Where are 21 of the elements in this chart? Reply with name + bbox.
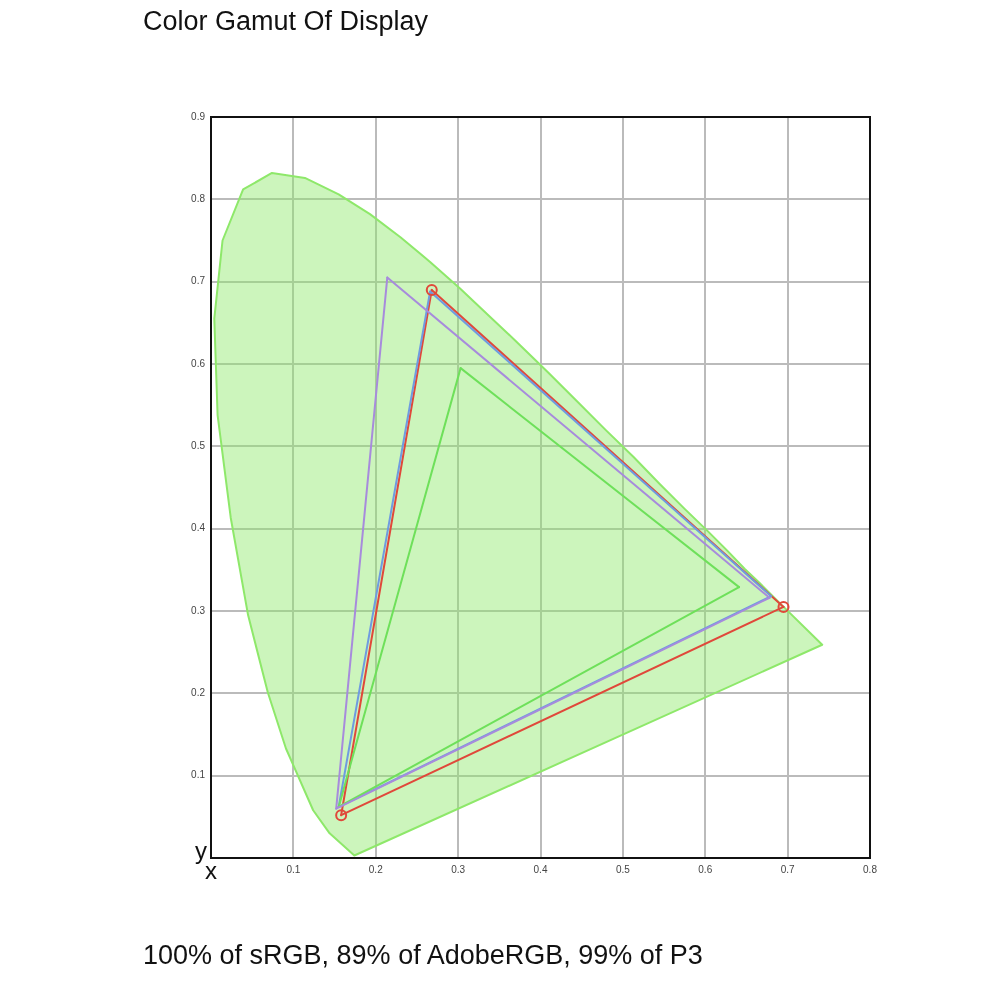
y-tick-label: 0.2 bbox=[191, 687, 206, 699]
x-tick-label: 0.1 bbox=[286, 863, 301, 875]
y-tick-label: 0.6 bbox=[191, 357, 206, 369]
y-axis-title: y bbox=[195, 836, 207, 864]
text: 100% of sRGB, 89% of AdobeRGB, 99% of P3 bbox=[143, 940, 703, 971]
chart-title: Color Gamut Of Display bbox=[143, 6, 429, 37]
x-tick-label: 0.3 bbox=[451, 863, 466, 875]
x-tick-label: 0.2 bbox=[368, 863, 384, 875]
y-tick-label: 0.5 bbox=[191, 440, 206, 452]
x-tick-label: 0.5 bbox=[615, 863, 631, 875]
x-tick-label: 0.8 bbox=[863, 863, 878, 875]
y-tick-label: 0.3 bbox=[191, 604, 206, 616]
x-axis-title: x bbox=[205, 856, 217, 884]
y-tick-label: 0.1 bbox=[191, 769, 206, 781]
y-tick-label: 0.9 bbox=[191, 110, 206, 122]
y-tick-label: 0.8 bbox=[191, 193, 206, 205]
x-tick-label: 0.6 bbox=[698, 863, 713, 875]
y-tick-label: 0.4 bbox=[191, 522, 206, 534]
y-tick-label: 0.7 bbox=[191, 275, 206, 287]
x-tick-label: 0.7 bbox=[780, 863, 796, 875]
x-tick-label: 0.4 bbox=[533, 863, 548, 875]
